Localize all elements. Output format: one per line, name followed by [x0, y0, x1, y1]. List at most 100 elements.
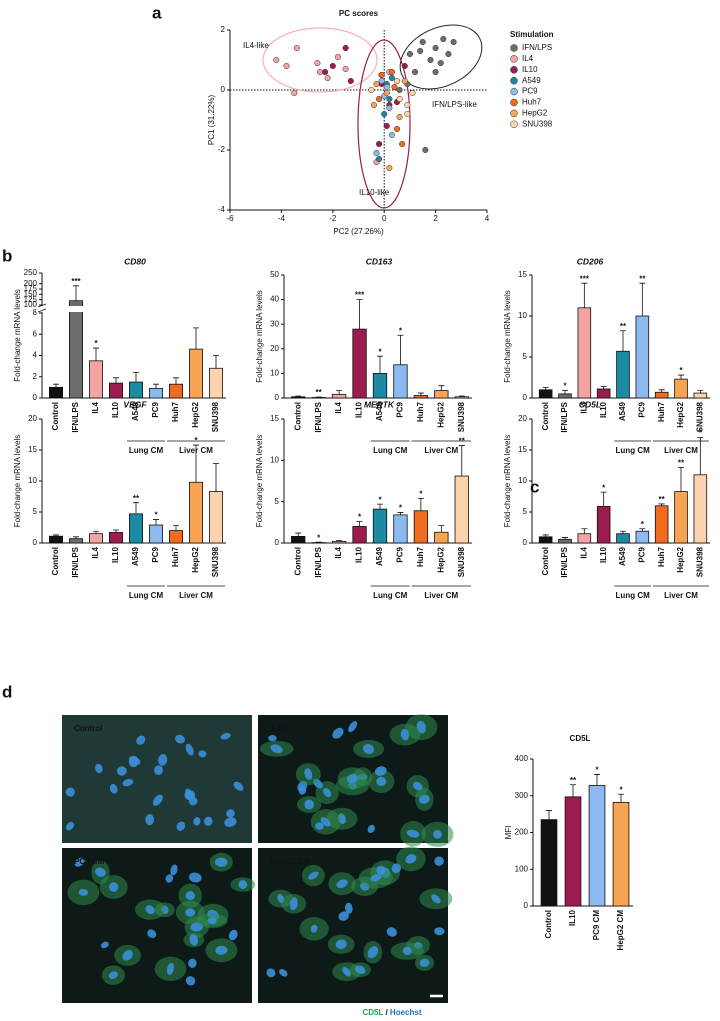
- y-tick-label: 15: [28, 445, 37, 454]
- bar: [393, 364, 408, 399]
- error-bar: [336, 540, 343, 542]
- point: [422, 146, 429, 154]
- x-tick-label: 0: [382, 214, 387, 223]
- nucleus: [402, 946, 412, 956]
- point: [432, 68, 439, 76]
- bar: [434, 531, 449, 544]
- significance: *: [399, 504, 403, 513]
- nucleus: [228, 929, 238, 941]
- error-bar: [73, 536, 79, 539]
- x-tick-label: Huh7: [171, 401, 180, 422]
- micrograph-label: Control: [74, 724, 102, 733]
- bar: [577, 533, 592, 544]
- bar: [69, 300, 84, 399]
- nucleus: [185, 908, 196, 917]
- point: [376, 155, 383, 163]
- x-tick-label: IFN/LPS: [71, 401, 80, 432]
- bar: [538, 536, 553, 544]
- y-tick-label: 0: [33, 538, 38, 547]
- nucleus: [170, 864, 178, 876]
- error-bar: [377, 503, 383, 510]
- legend-title: Stimulation: [510, 30, 554, 39]
- chart-title: CD163: [366, 256, 393, 266]
- point: [378, 71, 385, 79]
- legend-label: A549: [522, 76, 541, 85]
- point: [386, 104, 393, 112]
- legend-swatch: [510, 87, 518, 96]
- nucleus: [165, 874, 174, 883]
- nucleus: [109, 882, 119, 892]
- significance: ***: [355, 291, 365, 300]
- bar: [128, 381, 143, 399]
- nucleus: [116, 766, 127, 776]
- x-tick-label: PC9: [151, 401, 160, 417]
- x-tick-label: IL10: [568, 909, 577, 926]
- error-bar: [173, 525, 179, 531]
- bar: [128, 513, 143, 544]
- point: [291, 89, 298, 97]
- legend-swatch: [510, 55, 518, 63]
- nucleus: [367, 824, 375, 834]
- x-tick-label: A549: [131, 401, 140, 421]
- error-bar: [581, 282, 588, 308]
- nucleus: [122, 778, 134, 787]
- bar: [208, 491, 223, 544]
- bar: [454, 396, 469, 399]
- bar: [352, 328, 367, 399]
- y-tick-label: 0: [221, 85, 226, 94]
- point: [383, 89, 390, 97]
- x-tick-label: SNU398: [457, 546, 466, 577]
- bar: [654, 505, 669, 544]
- bar: [596, 388, 611, 399]
- y-tick-label: 125: [24, 295, 38, 304]
- micrograph: [258, 714, 454, 847]
- nucleus: [176, 821, 186, 831]
- error-bar: [213, 463, 219, 492]
- nucleus: [405, 854, 417, 864]
- point: [394, 77, 401, 85]
- x-tick-label: IL4: [579, 401, 588, 413]
- legend-label: IL4: [522, 54, 534, 63]
- bar: [413, 510, 429, 544]
- point: [399, 140, 406, 148]
- micrograph: [258, 846, 453, 1003]
- error-bar: [438, 385, 445, 391]
- error-bar: [542, 534, 549, 537]
- significance: **: [659, 495, 666, 504]
- y-tick-label: 15: [518, 445, 527, 454]
- x-tick-label: PC9: [637, 546, 646, 562]
- y-axis-label: Fold-change mRNA levels: [13, 289, 22, 381]
- error-bar: [562, 390, 568, 394]
- nucleus: [304, 799, 314, 810]
- significance: *: [378, 347, 382, 356]
- y-tick-label: 100: [515, 864, 529, 873]
- point: [316, 68, 324, 76]
- legend-swatch: [510, 44, 518, 52]
- y-axis-label: Fold-change mRNA levels: [13, 435, 22, 527]
- x-tick-label: Control: [51, 547, 60, 575]
- significance: *: [679, 366, 683, 375]
- nucleus: [78, 889, 89, 896]
- bar: [635, 530, 650, 544]
- cluster-ellipse: [357, 39, 411, 209]
- x-tick-label: HepG2 CM: [616, 910, 625, 951]
- y-axis-label: Fold-change mRNA levels: [503, 290, 512, 382]
- point: [419, 38, 426, 46]
- error-bar: [546, 810, 552, 820]
- point: [329, 62, 336, 70]
- nucleus: [315, 822, 324, 830]
- point: [342, 65, 349, 73]
- y-tick-label: 10: [270, 369, 279, 378]
- point: [404, 101, 411, 109]
- y-tick-label: 250: [24, 268, 38, 277]
- nucleus: [188, 958, 197, 968]
- error-bar: [697, 390, 704, 394]
- y-tick-label: 400: [515, 754, 529, 763]
- y-tick-label: -4: [218, 205, 226, 214]
- error-bar: [93, 530, 99, 534]
- nucleus: [95, 763, 103, 774]
- x-tick-label: IL4: [334, 546, 343, 558]
- bar: [168, 530, 183, 544]
- x-tick-label: IL4: [579, 546, 588, 558]
- nucleus: [185, 743, 194, 756]
